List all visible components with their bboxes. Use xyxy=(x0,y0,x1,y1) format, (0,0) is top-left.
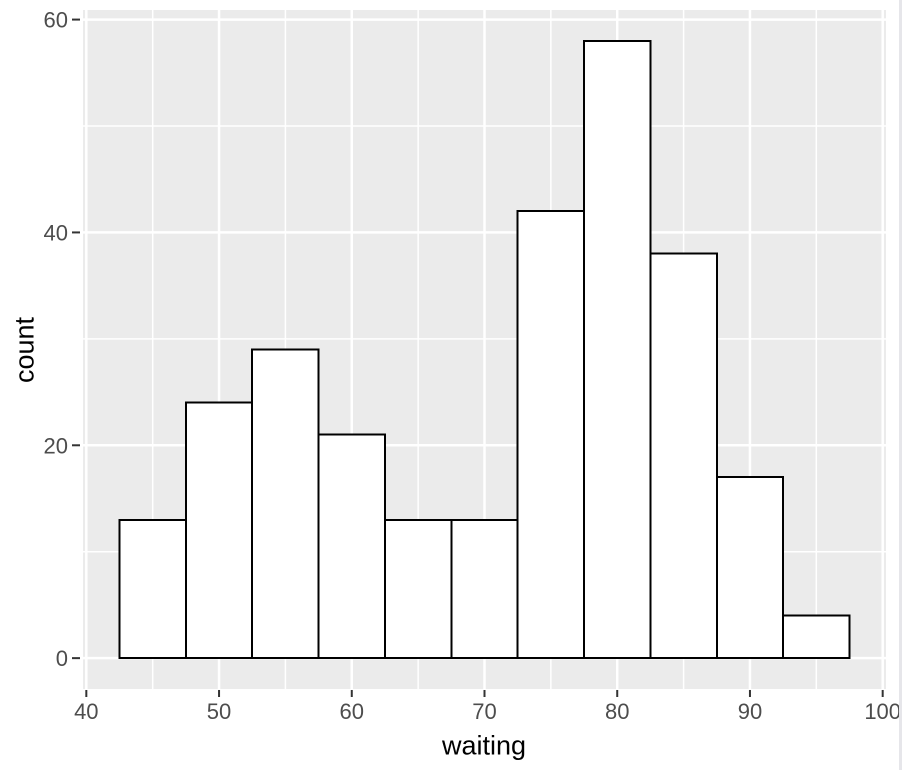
histogram-bar xyxy=(251,348,320,660)
y-axis-tick-label: 40 xyxy=(44,220,68,245)
x-axis-tick-label: 100 xyxy=(864,699,901,724)
x-axis-tick-label: 70 xyxy=(472,699,496,724)
histogram-bar xyxy=(516,210,586,660)
y-axis-tick-label: 0 xyxy=(56,646,68,671)
histogram-bar xyxy=(583,39,652,660)
y-axis-tick-label: 60 xyxy=(44,8,68,33)
x-axis-tick-label: 90 xyxy=(738,699,762,724)
histogram-bar xyxy=(782,614,851,660)
histogram-bar xyxy=(649,252,718,660)
histogram-bar xyxy=(383,518,453,660)
x-axis-tick-label: 80 xyxy=(605,699,629,724)
x-axis-title: waiting xyxy=(441,730,527,761)
histogram-bar xyxy=(450,518,519,660)
x-axis-tick-label: 60 xyxy=(340,699,364,724)
y-axis-title: count xyxy=(9,316,40,384)
histogram-bar xyxy=(184,401,254,660)
pane-edge-strip xyxy=(899,0,902,770)
histogram-bar xyxy=(118,518,187,660)
x-axis-tick-label: 40 xyxy=(74,699,98,724)
histogram-bar xyxy=(317,433,386,660)
x-axis-tick-label: 50 xyxy=(207,699,231,724)
y-axis-tick-label: 20 xyxy=(44,433,68,458)
histogram-bar xyxy=(715,476,785,660)
